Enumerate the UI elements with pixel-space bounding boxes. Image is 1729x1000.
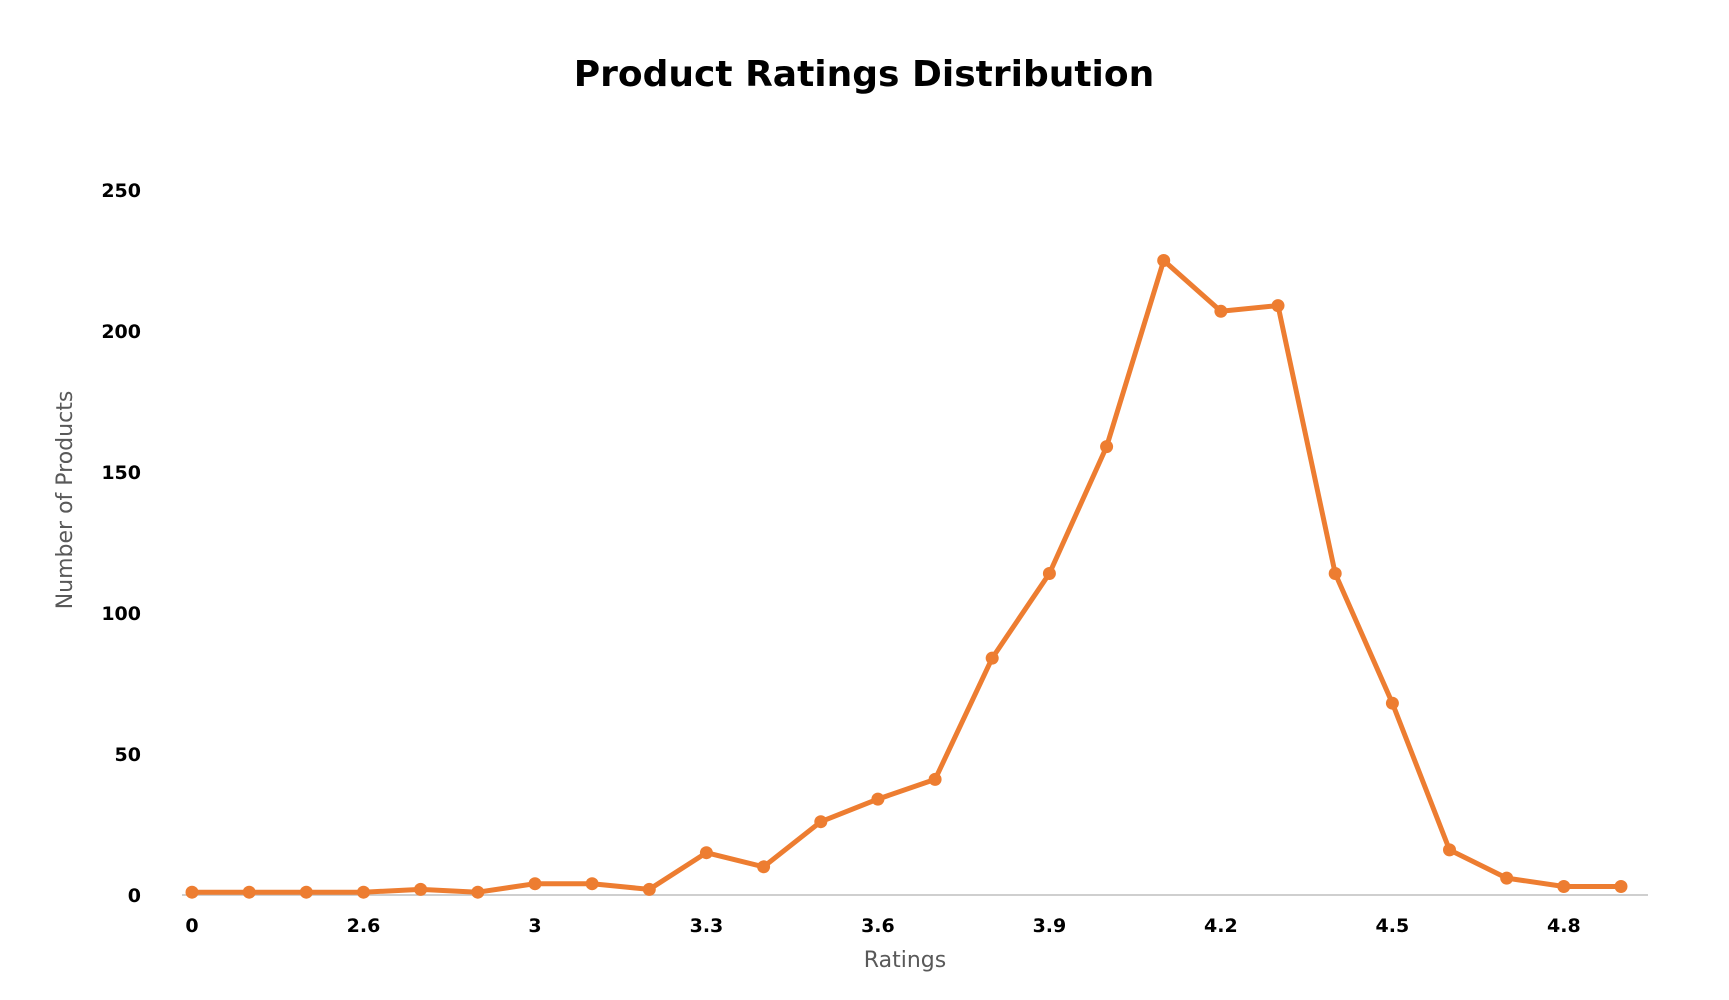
x-tick-label: 3.3	[690, 915, 724, 937]
data-point	[357, 885, 370, 899]
data-point	[642, 882, 656, 896]
x-tick-label: 4.5	[1376, 915, 1410, 937]
y-tick-label: 50	[115, 744, 141, 766]
y-tick-label: 150	[101, 462, 141, 484]
y-tick-label: 100	[101, 603, 141, 625]
x-tick-label: 3.9	[1033, 915, 1067, 937]
data-point	[414, 882, 428, 896]
data-point	[528, 877, 542, 891]
data-point	[185, 885, 199, 899]
data-point	[1328, 567, 1342, 580]
data-point	[585, 877, 599, 891]
data-point	[1271, 299, 1285, 313]
chart-title: Product Ratings Distribution	[574, 54, 1155, 95]
data-point	[757, 860, 771, 874]
series-line	[189, 258, 1624, 895]
data-point	[985, 651, 999, 665]
data-point	[471, 885, 485, 899]
x-tick-label: 4.8	[1547, 915, 1581, 937]
data-point	[1214, 304, 1228, 318]
data-point	[1385, 696, 1399, 710]
data-point	[814, 815, 828, 829]
data-point	[1157, 254, 1171, 267]
y-axis: 0 50 100 150 200 250	[101, 180, 141, 907]
data-point	[1443, 843, 1456, 857]
y-tick-label: 0	[128, 885, 141, 907]
data-point	[299, 885, 313, 899]
y-tick-label: 250	[101, 180, 141, 202]
x-tick-label: 3.6	[861, 915, 895, 937]
data-point	[699, 846, 713, 860]
y-axis-title: Number of Products	[53, 391, 78, 610]
data-point	[928, 772, 942, 786]
data-point	[1042, 567, 1056, 580]
data-point	[1100, 440, 1114, 454]
y-tick-label: 200	[101, 321, 141, 343]
plot-area	[185, 254, 1628, 899]
data-point	[1557, 880, 1571, 893]
data-point	[242, 885, 256, 899]
x-tick-label: 2.6	[347, 915, 381, 937]
data-point	[1614, 880, 1628, 893]
x-tick-label: 0	[185, 915, 198, 937]
data-point	[871, 792, 885, 806]
x-tick-label: 4.2	[1204, 915, 1238, 937]
x-axis-title: Ratings	[864, 948, 946, 973]
x-tick-label: 3	[528, 915, 541, 937]
x-axis: 0 2.6 3 3.3 3.6 3.9 4.2 4.5 4.8	[185, 915, 1580, 937]
data-point	[1500, 871, 1514, 885]
